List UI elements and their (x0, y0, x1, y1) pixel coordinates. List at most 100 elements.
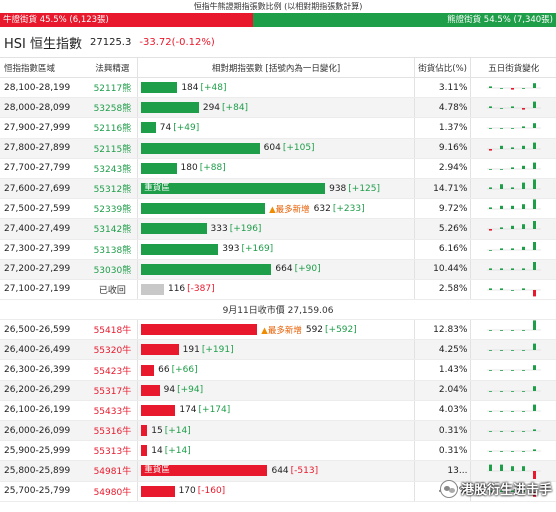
spark-bar (489, 128, 493, 130)
product-code-link[interactable]: 55313牛 (93, 447, 132, 458)
header-bar: 相對期指張數 [括號內為一日變化] (211, 63, 341, 74)
spark-bar (500, 350, 504, 352)
range-cell: 27,700-27,799 (4, 163, 71, 174)
five-day-sparkline (471, 260, 556, 279)
spark-bar (500, 227, 504, 230)
table-row[interactable]: 27,200-27,299 53030熊 664 [+90] 10.44% (0, 259, 556, 280)
table-row[interactable]: 28,100-28,199 52117熊 184 [+48] 3.11% (0, 78, 556, 99)
spark-bar (533, 491, 537, 497)
share-pct: 4.03% (438, 405, 468, 416)
daily-change: [+66] (171, 365, 198, 376)
share-pct: 4.78% (438, 102, 468, 113)
product-code-link[interactable]: 55316牛 (93, 427, 132, 438)
product-code-link[interactable]: 53258熊 (93, 104, 132, 115)
contract-bar (141, 122, 156, 134)
header-code: 法興精選 (95, 63, 130, 74)
product-code-link[interactable]: 53243熊 (93, 164, 132, 175)
product-code-link[interactable]: 53030熊 (93, 265, 132, 276)
table-row[interactable]: 27,500-27,599 52339熊 ▲最多新增 632 [+233] 9.72% (0, 199, 556, 220)
spark-bar (511, 289, 515, 291)
product-code-link[interactable]: 54980牛 (93, 487, 132, 498)
product-code-link[interactable]: 52117熊 (93, 84, 132, 95)
daily-change: [+169] (241, 244, 274, 255)
spark-bar (500, 184, 504, 189)
table-row[interactable]: 27,400-27,499 53142熊 333 [+196] 5.26% (0, 219, 556, 240)
spark-bar (533, 289, 537, 297)
daily-change: [+94] (177, 385, 204, 396)
bar-cell: 14 [+14] (138, 441, 414, 460)
spark-bar (533, 471, 537, 480)
contract-value: 604 [+105] (264, 143, 315, 153)
contract-count: 664 (275, 264, 293, 275)
product-code-link[interactable]: 55317牛 (93, 386, 132, 397)
contract-count: 14 (151, 445, 163, 456)
table-row[interactable]: 27,700-27,799 53243熊 180 [+88] 2.94% (0, 158, 556, 179)
table-row[interactable]: 27,300-27,399 53138熊 393 [+169] 6.16% (0, 239, 556, 260)
product-code-link[interactable]: 52339熊 (93, 205, 132, 216)
contract-bar (141, 425, 148, 437)
product-code-link[interactable]: 53138熊 (93, 245, 132, 256)
table-row[interactable]: 25,900-25,999 55313牛 14 [+14] 0.31% (0, 441, 556, 462)
contract-count: 592 (305, 324, 324, 335)
table-row[interactable]: 26,100-26,199 55433牛 174 [+174] 4.03% (0, 400, 556, 421)
contract-bar (141, 162, 177, 174)
contract-count: 294 (202, 102, 221, 113)
product-code-link[interactable]: 55320牛 (93, 346, 132, 357)
spark-bar (533, 123, 537, 129)
range-cell: 26,000-26,099 (4, 425, 71, 436)
heavy-zone-label: 重貨區 (144, 465, 170, 476)
spark-bar (511, 247, 515, 250)
contract-count: 180 (180, 163, 198, 174)
table-row[interactable]: 27,800-27,899 52115熊 604 [+105] 9.16% (0, 138, 556, 159)
daily-change: [+90] (294, 264, 321, 275)
daily-change: [+88] (199, 163, 226, 174)
table-row[interactable]: 25,800-25,899 54981牛 重貨區 644 [-513] 13... (0, 461, 556, 482)
spark-bar (489, 370, 493, 372)
range-cell: 25,700-25,799 (4, 486, 71, 497)
table-row[interactable]: 27,600-27,699 55312熊 重貨區 938 [+125] 14.71% (0, 178, 556, 200)
contract-value: 180 [+88] (181, 163, 226, 173)
table-row[interactable]: 26,000-26,099 55316牛 15 [+14] 0.31% (0, 421, 556, 442)
product-code-link[interactable]: 55418牛 (93, 326, 132, 337)
range-cell: 27,100-27,199 (4, 284, 71, 295)
table-row[interactable]: 28,000-28,099 53258熊 294 [+84] 4.78% (0, 98, 556, 119)
range-cell: 26,400-26,499 (4, 344, 71, 355)
share-pct: 10.44% (433, 264, 468, 275)
product-code-link[interactable]: 52115熊 (93, 144, 132, 155)
spark-bar (533, 449, 537, 452)
spark-bar (533, 261, 537, 270)
five-day-sparkline (471, 118, 556, 137)
share-pct: 9.16% (438, 143, 468, 154)
range-cell: 27,800-27,899 (4, 143, 71, 154)
share-pct: 2.58% (438, 284, 468, 295)
table-row[interactable]: 26,400-26,499 55320牛 191 [+191] 4.25% (0, 340, 556, 361)
table-row[interactable]: 27,100-27,199 已收回 116 [-387] 2.58% (0, 279, 556, 301)
spark-bar (500, 128, 504, 130)
table-row[interactable]: 27,900-27,999 52116熊 74 [+49] 1.37% (0, 118, 556, 139)
contract-count: 632 (313, 203, 331, 214)
table-row[interactable]: 26,500-26,599 55418牛 ▲最多新增 592 [+592] 12.83% (0, 320, 556, 341)
spark-bar (522, 268, 526, 270)
spark-bar (511, 226, 515, 230)
table-row[interactable]: 26,300-26,399 55423牛 66 [+66] 1.43% (0, 360, 556, 381)
contract-value: 94 [+94] (164, 385, 203, 395)
spark-bar (500, 268, 504, 270)
contract-value: 170 [-160] (179, 486, 226, 496)
product-code-link[interactable]: 52116熊 (93, 124, 132, 135)
product-code-link[interactable]: 55423牛 (93, 366, 132, 377)
product-code-link[interactable]: 54981牛 (93, 467, 132, 478)
product-code-link[interactable]: 53142熊 (93, 225, 132, 236)
bar-cell: 184 [+48] (138, 78, 414, 97)
product-code-link[interactable]: 55433牛 (93, 406, 132, 417)
spark-bar (522, 88, 526, 89)
five-day-sparkline (471, 78, 556, 97)
contract-value: 294 [+84] (203, 103, 248, 113)
five-day-sparkline (471, 280, 556, 299)
range-cell: 27,200-27,299 (4, 264, 71, 275)
spark-bar (500, 451, 504, 452)
contract-bar: 重貨區 (141, 183, 326, 195)
contract-value: 393 [+169] (222, 244, 273, 254)
table-row[interactable]: 26,200-26,299 55317牛 94 [+94] 2.04% (0, 380, 556, 401)
product-code-link[interactable]: 55312熊 (93, 185, 132, 196)
